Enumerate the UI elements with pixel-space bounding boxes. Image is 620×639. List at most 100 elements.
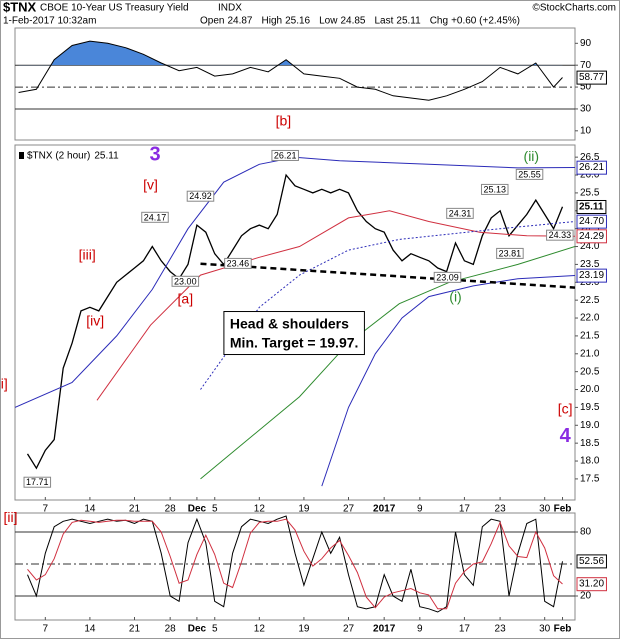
end-value-label: 58.77 [579,72,604,83]
y-tick-label: 23.5 [580,259,600,270]
annotation-box [141,211,169,223]
end-value-label: 31.20 [579,579,604,590]
x-tick-label: 28 [165,504,177,515]
instrument-name: CBOE 10-Year US Treasury Yield [40,3,189,14]
x-tick-label: 14 [84,624,96,635]
source: ©StockCharts.com [532,3,616,14]
annotation-box [496,247,524,259]
series-line [27,515,563,613]
annotation-degree: 4 [560,425,572,447]
y-tick-label: 22.5 [580,295,600,306]
plot-area [15,156,575,487]
series-line [26,173,564,470]
y-tick-label: 20.5 [580,366,600,377]
annotation-price: 23.09 [436,272,459,282]
x-tick-label: 5 [212,624,218,635]
x-tick-label: 17 [459,624,471,635]
panel-frame [14,512,576,621]
annotation-price: 25.55 [518,169,541,179]
quote-value: 25.16 [285,16,310,27]
x-tick-label: 7 [43,624,49,635]
end-value-label: 26.21 [579,162,604,173]
quote-label: High [262,16,283,27]
overbought-fill [18,41,563,66]
series-line [200,246,575,480]
annotation-wave: [iv] [86,312,104,328]
quote-value: 24.85 [340,16,365,27]
annotation-degree: 3 [149,143,160,165]
annotation-wave: i] [1,376,8,392]
annotation-box [186,190,215,202]
series-line [15,156,575,408]
y-tick-label: 26.5 [580,152,600,163]
y-tick-label: 50 [580,82,592,93]
x-tick-label: Dec [188,504,207,515]
series-line [18,40,563,101]
x-tick-label: 2017 [373,504,396,515]
end-value-box [576,577,607,592]
series-line [96,210,575,401]
y-tick-label: 18.5 [580,438,600,449]
series-line [200,262,575,289]
x-tick-label: 14 [84,504,96,515]
annotation-box [224,257,252,269]
end-value-label: 52.56 [579,556,604,567]
annotation-price: 23.00 [174,276,197,286]
x-tick-label: 17 [459,504,471,515]
y-tick-label: 19.5 [580,402,600,413]
end-value-box [576,554,607,569]
y-tick-label: 21.5 [580,331,600,342]
y-tick-label: 80 [580,527,592,538]
x-tick-label: 12 [254,504,266,515]
annotation-box [546,229,574,241]
x-tick-label: 9 [417,624,423,635]
annotation-box [171,275,200,287]
annotation-wave: [v] [143,176,158,192]
x-tick-label: 7 [43,504,49,515]
annotation-box [446,207,474,219]
annotation-box [271,149,299,161]
annotation-price: 23.81 [499,248,522,258]
end-value-box [576,229,607,244]
y-tick-label: 30 [580,104,592,115]
annotation-price: 25.13 [483,184,506,194]
x-tick-label: 23 [495,624,507,635]
y-tick-label: 19.0 [580,420,600,431]
end-value-box [576,199,607,214]
legend-swatch [19,152,24,159]
note-line: Min. Target = 19.97. [230,335,359,351]
annotation-price: 24.33 [549,230,572,240]
quote-label: Chg [430,16,448,27]
annotation-price: 24.92 [189,191,212,201]
y-tick-label: 17.5 [580,474,600,485]
y-tick-label: 24.0 [580,241,600,252]
timestamp: 1-Feb-2017 10:32am [3,16,96,27]
annotation-wave: [iii] [79,247,96,263]
x-tick-label: 19 [298,504,310,515]
quote-value: 24.87 [227,16,252,27]
annotation-wave: (i) [449,289,461,305]
y-tick-label: 20.0 [580,384,600,395]
x-tick-label: 30 [539,504,551,515]
y-tick-label: 10 [580,125,592,136]
note-box [223,311,365,356]
annotation-wave: [c] [558,401,573,417]
x-tick-label: 27 [343,624,355,635]
quote-label: Low [319,16,338,27]
annotation-box [480,183,509,195]
exchange: INDX [218,3,242,14]
annotation-box [515,168,544,180]
series-line [27,518,563,610]
quote-label: Last [375,16,394,27]
series-line [321,275,575,487]
end-value-label: 24.29 [579,231,604,242]
annotation-price: 17.71 [26,477,49,487]
x-tick-label: 21 [129,624,141,635]
end-value-box [576,268,607,283]
x-tick-label: Feb [554,504,572,515]
x-tick-label: Feb [554,624,572,635]
x-tick-label: 23 [495,504,507,515]
quote-label: Open [200,16,224,27]
x-tick-label: 28 [165,624,177,635]
